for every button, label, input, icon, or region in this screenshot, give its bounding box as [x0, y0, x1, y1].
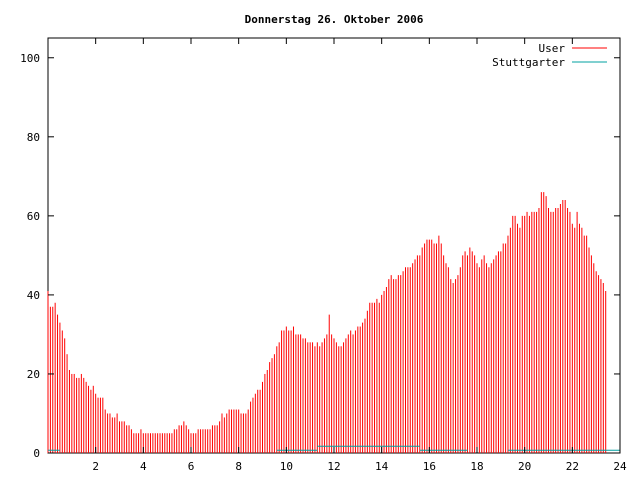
segments-layer	[48, 445, 620, 451]
x-tick-label: 18	[470, 460, 483, 473]
legend-label-stuttgarter: Stuttgarter	[492, 56, 565, 69]
y-tick-label: 100	[20, 52, 40, 65]
y-tick-label: 0	[33, 447, 40, 460]
x-tick-label: 16	[423, 460, 436, 473]
x-tick-label: 14	[375, 460, 389, 473]
x-tick-label: 22	[566, 460, 579, 473]
legend-label-user: User	[539, 42, 566, 55]
y-tick-label: 60	[27, 210, 40, 223]
x-tick-label: 12	[327, 460, 340, 473]
x-tick-label: 4	[140, 460, 147, 473]
y-tick-label: 40	[27, 289, 40, 302]
x-tick-label: 2	[92, 460, 99, 473]
x-tick-label: 6	[188, 460, 195, 473]
y-tick-label: 20	[27, 368, 40, 381]
bars-layer	[47, 192, 607, 453]
x-tick-label: 8	[235, 460, 242, 473]
x-tick-label: 10	[280, 460, 293, 473]
chart-title: Donnerstag 26. Oktober 2006	[245, 13, 424, 26]
legend: User Stuttgarter	[492, 42, 607, 69]
x-tick-label: 24	[613, 460, 627, 473]
x-tick-label: 20	[518, 460, 531, 473]
y-tick-label: 80	[27, 131, 40, 144]
